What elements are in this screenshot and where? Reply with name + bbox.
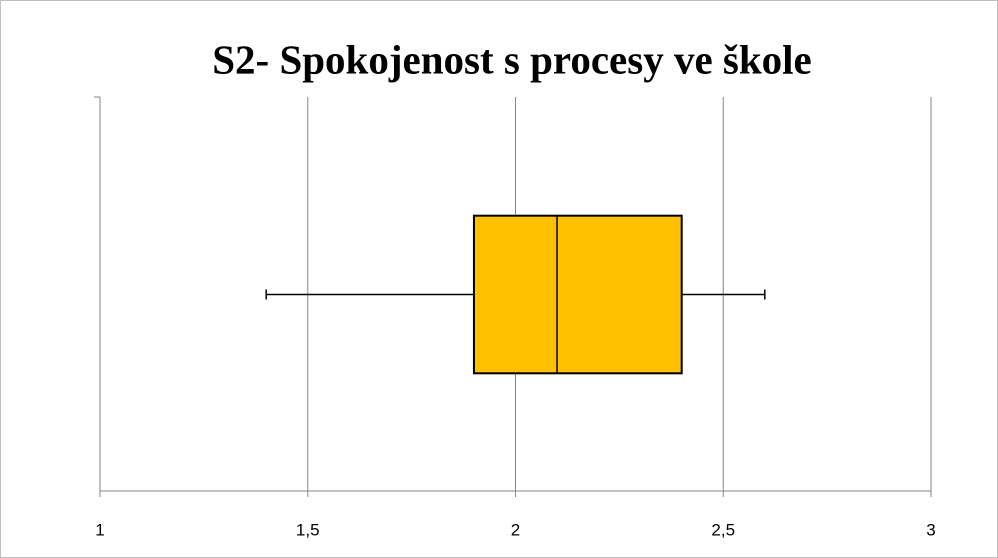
- x-tick-label: 1,5: [296, 520, 320, 539]
- x-tick-label: 1: [95, 520, 104, 539]
- chart-title: S2- Spokojenost s procesy ve škole: [212, 36, 812, 82]
- x-tick-label: 2,5: [711, 520, 735, 539]
- x-tick-label: 3: [926, 520, 935, 539]
- x-tick-label: 2: [511, 520, 520, 539]
- box: [472, 214, 683, 375]
